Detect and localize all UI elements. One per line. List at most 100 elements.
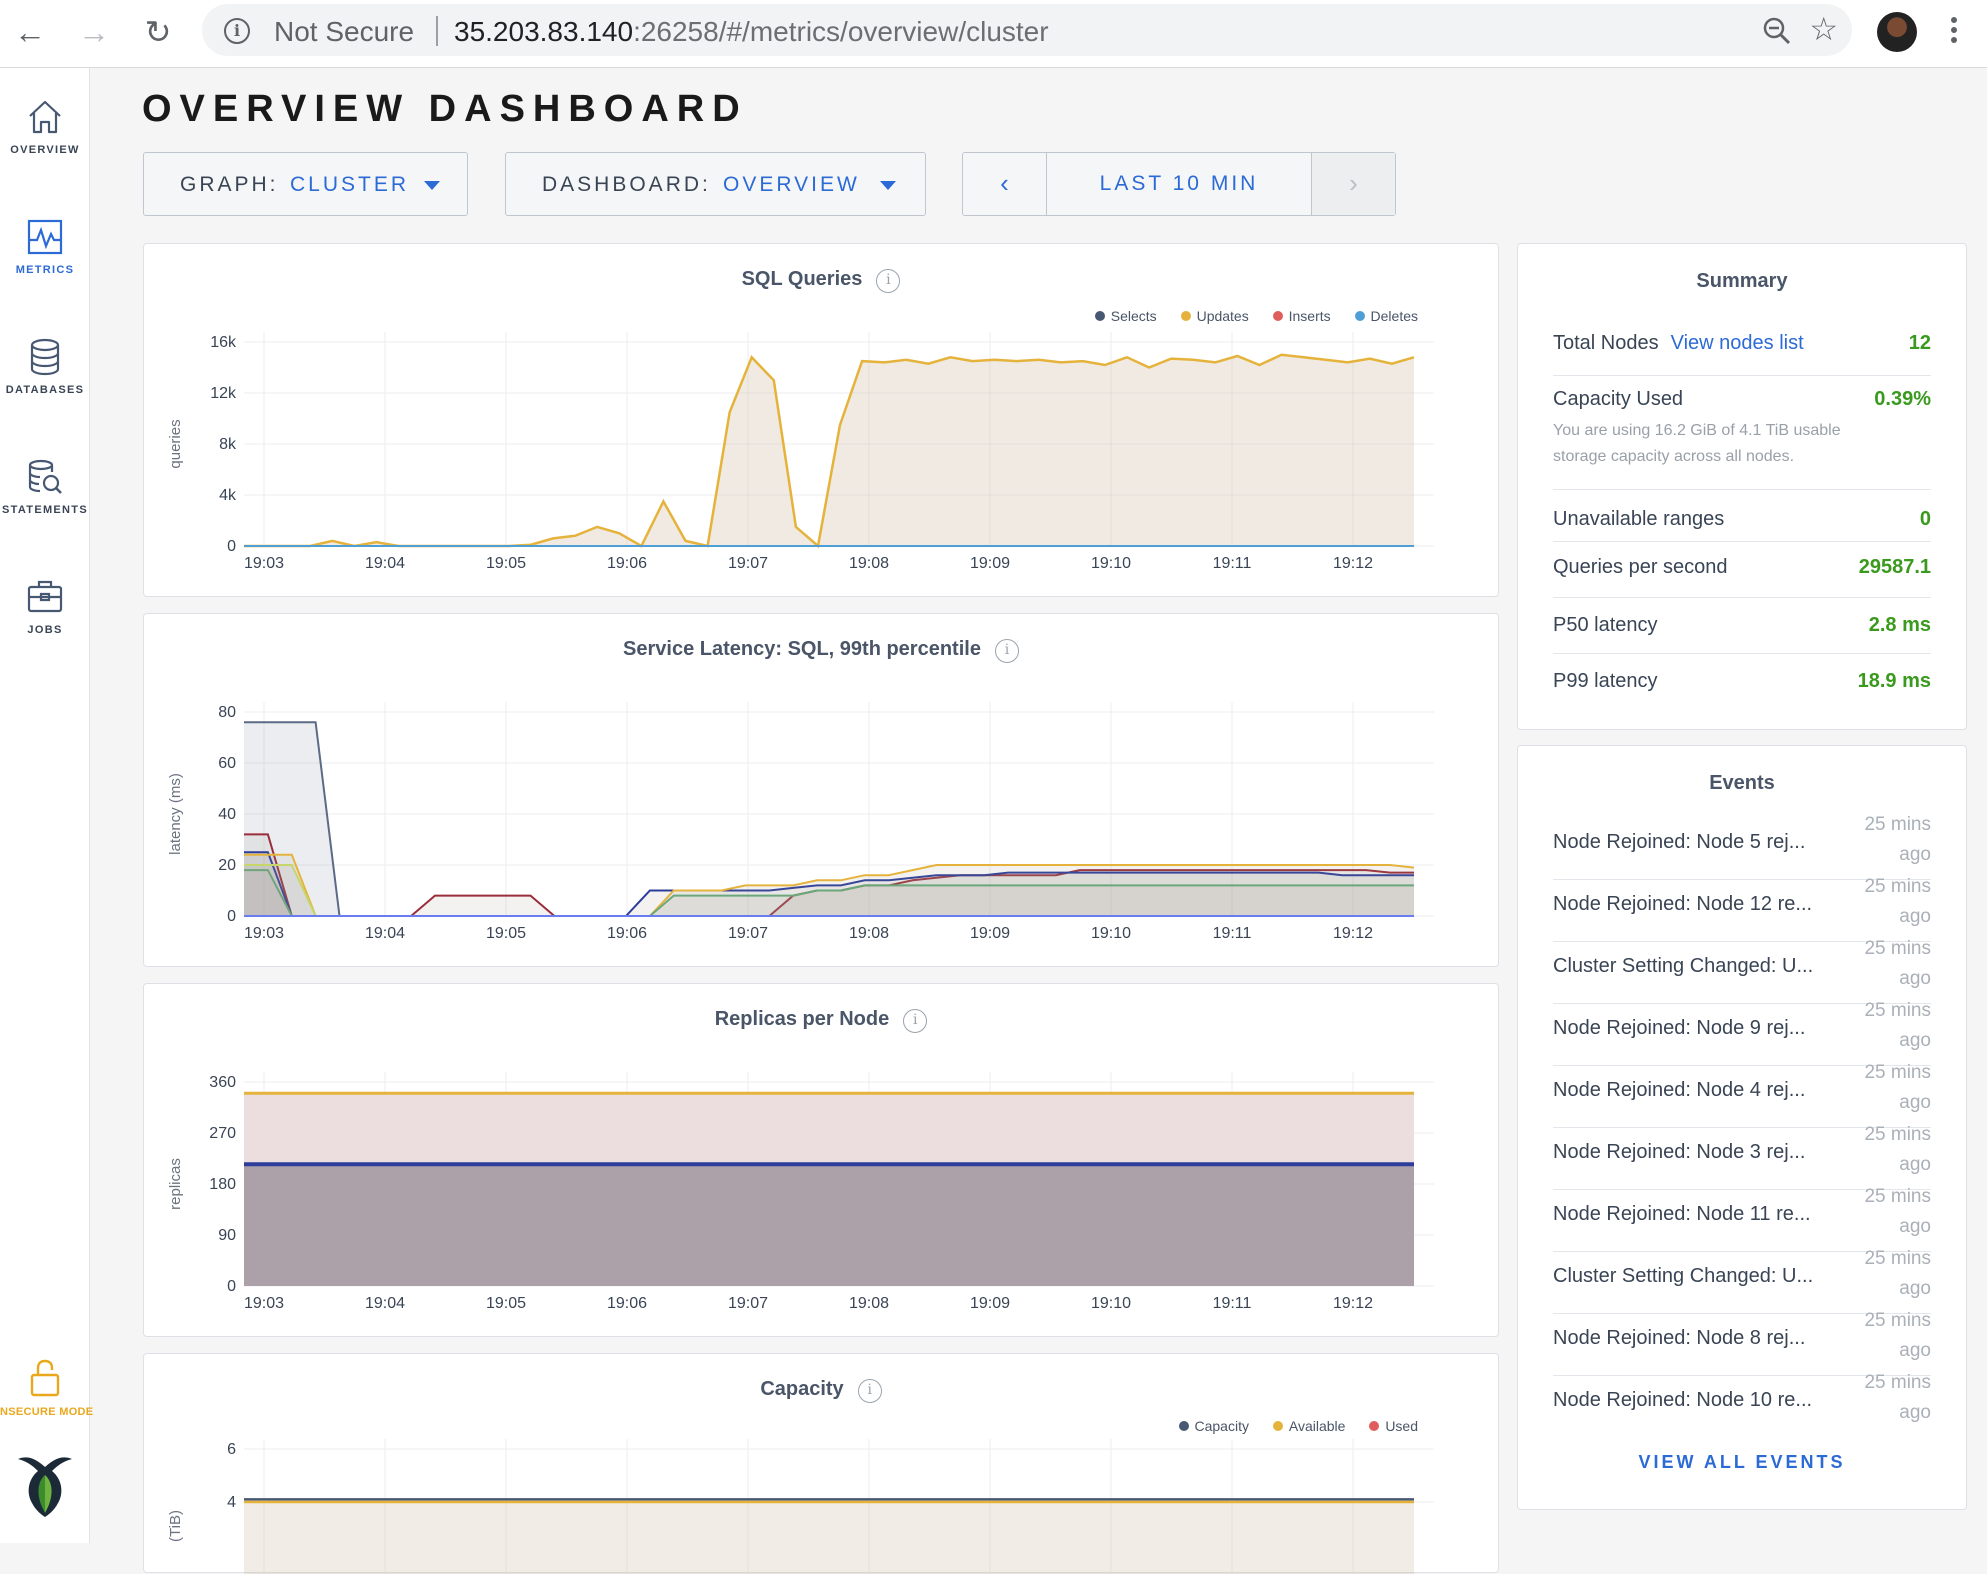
event-text: Node Rejoined: Node 12 re...	[1553, 893, 1813, 915]
sql-queries-chart[interactable]: 19:03 19:04 19:05 19:06 19:07 19:08 19:09 19:10…	[144, 244, 1500, 598]
x-tick-label: 19:05	[486, 1295, 526, 1312]
series-area-latency	[244, 854, 1414, 916]
summary-p99-latency: P99 latency 18.9 ms	[1553, 654, 1931, 710]
capacity-note: You are using 16.2 GiB of 4.1 TiB usable…	[1553, 422, 1841, 465]
profile-avatar[interactable]	[1877, 12, 1917, 52]
legend-dot	[1369, 1421, 1380, 1431]
event-item[interactable]: Node Rejoined: Node 3 rej... 25 mins ago	[1553, 1124, 1931, 1190]
y-tick-label: 180	[209, 1176, 236, 1193]
replicas-per-node-chart[interactable]: 19:03 19:04 19:05 19:06 19:07 19:08 19:09 19:10…	[144, 984, 1500, 1338]
sidebar-item-overview[interactable]: OVERVIEW	[0, 98, 90, 156]
event-text: Node Rejoined: Node 3 rej...	[1553, 1141, 1806, 1163]
event-item[interactable]: Cluster Setting Changed: U... 25 mins ago	[1553, 1248, 1931, 1314]
zoom-out-icon[interactable]	[1762, 16, 1792, 46]
sidebar-item-statements[interactable]: STATEMENTS	[0, 458, 90, 516]
p99-label: P99 latency	[1553, 670, 1658, 692]
legend-item-used: Used	[1369, 1418, 1418, 1434]
y-tick-label: 6	[227, 1441, 236, 1458]
replicas-per-node-panel: 19:03 19:04 19:05 19:06 19:07 19:08 19:09 19:10…	[143, 983, 1499, 1337]
chart-title: Service Latency: SQL, 99th percentile i	[144, 638, 1498, 663]
unavailable-ranges-label: Unavailable ranges	[1553, 508, 1725, 530]
events-title: Events	[1709, 772, 1775, 794]
chart-title: Capacity i	[144, 1378, 1498, 1403]
event-time: 25 mins ago	[1864, 814, 1931, 865]
event-item[interactable]: Node Rejoined: Node 5 rej... 25 mins ago	[1553, 814, 1931, 880]
legend-label: Deletes	[1370, 308, 1418, 324]
event-time: 25 mins ago	[1864, 938, 1931, 989]
cockroach-logo-icon[interactable]	[14, 1453, 76, 1519]
briefcase-icon	[27, 580, 63, 613]
y-axis-label: queries	[167, 419, 184, 468]
x-tick-label: 19:05	[486, 555, 526, 572]
capacity-panel: 4 6 (TiB) Capacity i Capacity Available Use…	[143, 1353, 1499, 1574]
summary-unavailable-ranges: Unavailable ranges 0	[1553, 496, 1931, 542]
dashboard-dropdown[interactable]: DASHBOARD: OVERVIEW	[505, 152, 926, 216]
browser-menu-icon[interactable]	[1946, 14, 1962, 50]
time-range-label[interactable]: LAST 10 MIN	[1047, 153, 1311, 215]
reload-icon[interactable]: ↻	[144, 14, 172, 50]
page-title: OVERVIEW DASHBOARD	[142, 88, 748, 130]
series-area-latency	[244, 834, 1414, 916]
chart-legend: Selects Updates Inserts Deletes	[1075, 308, 1418, 324]
sidebar-item-label: OVERVIEW	[10, 144, 80, 156]
graph-dropdown-label: GRAPH:	[180, 173, 279, 196]
summary-panel: Summary Total Nodes View nodes list 12 Ca…	[1517, 243, 1967, 730]
info-icon[interactable]: i	[224, 18, 250, 44]
view-all-events-link[interactable]: VIEW ALL EVENTS	[1638, 1452, 1846, 1472]
insecure-mode-indicator[interactable]: NSECURE MODE	[0, 1358, 94, 1418]
y-tick-label: 0	[227, 1278, 236, 1295]
x-tick-label: 19:12	[1333, 555, 1373, 572]
chevron-down-icon	[880, 181, 896, 190]
event-item[interactable]: Node Rejoined: Node 8 rej... 25 mins ago	[1553, 1310, 1931, 1376]
x-tick-label: 19:04	[365, 555, 405, 572]
event-text: Node Rejoined: Node 9 rej...	[1553, 1017, 1806, 1039]
bookmark-star-icon[interactable]: ☆	[1809, 11, 1838, 47]
event-item[interactable]: Cluster Setting Changed: U... 25 mins ago	[1553, 938, 1931, 1004]
info-icon[interactable]: i	[857, 1379, 882, 1403]
sidebar-item-label: JOBS	[27, 624, 63, 636]
time-next-button[interactable]: ›	[1311, 153, 1395, 215]
info-icon[interactable]: i	[994, 639, 1019, 663]
x-tick-label: 19:11	[1213, 1295, 1252, 1312]
security-label: Not Secure	[274, 16, 415, 47]
event-item[interactable]: Node Rejoined: Node 10 re... 25 mins ago	[1553, 1372, 1931, 1438]
x-tick-label: 19:07	[728, 1295, 768, 1312]
sidebar-item-databases[interactable]: DATABASES	[0, 338, 90, 396]
service-latency-chart[interactable]: 19:03 19:04 19:05 19:06 19:07 19:08 19:09 19:10…	[144, 614, 1500, 968]
x-tick-label: 19:07	[728, 925, 768, 942]
p99-value: 18.9 ms	[1857, 670, 1931, 692]
insecure-mode-label: NSECURE MODE	[0, 1406, 94, 1418]
address-divider	[436, 16, 438, 46]
event-item[interactable]: Node Rejoined: Node 12 re... 25 mins ago	[1553, 876, 1931, 942]
y-tick-label: 12k	[210, 385, 237, 402]
time-prev-button[interactable]: ‹	[963, 153, 1047, 215]
event-time: 25 mins ago	[1864, 1062, 1931, 1113]
event-text: Node Rejoined: Node 10 re...	[1553, 1389, 1813, 1411]
url-text[interactable]: 35.203.83.140:26258/#/metrics/overview/c…	[454, 16, 1049, 48]
event-text: Node Rejoined: Node 8 rej...	[1553, 1327, 1806, 1349]
sidebar-item-jobs[interactable]: JOBS	[0, 578, 90, 636]
event-text: Node Rejoined: Node 4 rej...	[1553, 1079, 1806, 1101]
event-time: 25 mins ago	[1864, 1310, 1931, 1361]
forward-arrow-icon[interactable]: →	[78, 14, 110, 50]
sidebar-item-metrics[interactable]: METRICS	[0, 218, 90, 276]
legend-label: Capacity	[1194, 1418, 1249, 1434]
graph-dropdown[interactable]: GRAPH: CLUSTER	[143, 152, 468, 216]
legend-item-deletes: Deletes	[1354, 308, 1418, 324]
info-icon[interactable]: i	[903, 1009, 928, 1033]
event-item[interactable]: Node Rejoined: Node 9 rej... 25 mins ago	[1553, 1000, 1931, 1066]
event-item[interactable]: Node Rejoined: Node 4 rej... 25 mins ago	[1553, 1062, 1931, 1128]
view-nodes-link[interactable]: View nodes list	[1670, 332, 1804, 354]
y-tick-label: 16k	[210, 334, 237, 351]
event-time: 25 mins ago	[1864, 1372, 1931, 1423]
y-tick-label: 60	[218, 755, 236, 772]
back-arrow-icon[interactable]: ←	[14, 14, 46, 50]
y-tick-label: 0	[227, 538, 236, 555]
x-tick-label: 19:03	[244, 1295, 284, 1312]
info-icon[interactable]: i	[876, 269, 901, 293]
x-tick-label: 19:11	[1213, 555, 1252, 572]
address-bar[interactable]: i Not Secure 35.203.83.140:26258/#/metri…	[202, 4, 1852, 56]
p50-label: P50 latency	[1553, 614, 1658, 636]
event-item[interactable]: Node Rejoined: Node 11 re... 25 mins ago	[1553, 1186, 1931, 1252]
series-area-updates	[244, 354, 1414, 546]
